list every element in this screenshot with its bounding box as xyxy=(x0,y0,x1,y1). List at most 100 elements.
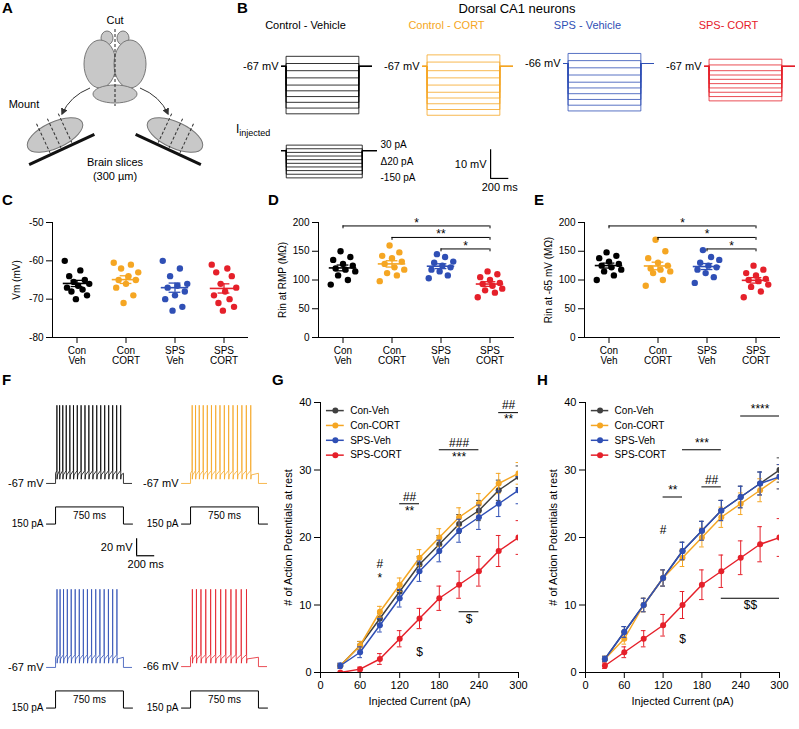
svg-text:30: 30 xyxy=(299,464,311,476)
svg-text:-67 mV: -67 mV xyxy=(243,60,279,72)
svg-text:100: 100 xyxy=(293,274,310,285)
svg-text:200: 200 xyxy=(559,217,576,228)
svg-text:*: * xyxy=(729,239,734,253)
svg-text:-66 mV: -66 mV xyxy=(525,57,561,69)
svg-text:750 ms: 750 ms xyxy=(73,510,106,521)
svg-text:200 ms: 200 ms xyxy=(482,181,519,193)
svg-text:750 ms: 750 ms xyxy=(73,694,106,705)
svg-text:300: 300 xyxy=(509,679,527,691)
svg-text:SPSVeh: SPSVeh xyxy=(431,345,451,366)
svg-text:-67 mV: -67 mV xyxy=(143,477,179,489)
svg-text:ConCORT: ConCORT xyxy=(378,345,406,366)
svg-text:SPS-Veh: SPS-Veh xyxy=(615,435,656,446)
svg-text:$$: $$ xyxy=(744,598,758,612)
svg-text:0: 0 xyxy=(305,666,311,678)
svg-text:20: 20 xyxy=(299,531,311,543)
svg-text:Rin at RMP (MΩ): Rin at RMP (MΩ) xyxy=(277,242,288,318)
svg-text:*: * xyxy=(705,227,710,241)
svg-text:-50: -50 xyxy=(29,217,44,228)
svg-text:150 pA: 150 pA xyxy=(12,518,44,529)
svg-text:-67 mV: -67 mV xyxy=(8,477,44,489)
svg-text:ConCORT: ConCORT xyxy=(112,345,140,366)
svg-text:Injected Current (pA): Injected Current (pA) xyxy=(631,695,733,707)
svg-text:ConVeh: ConVeh xyxy=(68,345,86,366)
svg-text:120: 120 xyxy=(654,679,672,691)
svg-text:0: 0 xyxy=(570,332,576,343)
svg-text:**: ** xyxy=(405,504,415,518)
svg-text:# of Action Potentials at rest: # of Action Potentials at rest xyxy=(282,469,294,605)
svg-text:Vm (mV): Vm (mV) xyxy=(11,260,22,299)
svg-text:-67 mV: -67 mV xyxy=(8,661,44,673)
svg-text:##: ## xyxy=(705,473,719,487)
svg-text:10: 10 xyxy=(564,599,576,611)
svg-text:Brain slices: Brain slices xyxy=(87,156,144,168)
svg-text:Con-CORT: Con-CORT xyxy=(615,420,665,431)
svg-text:-70: -70 xyxy=(29,293,44,304)
svg-text:$: $ xyxy=(466,612,473,626)
svg-text:SPSCORT: SPSCORT xyxy=(742,345,770,366)
svg-text:0: 0 xyxy=(582,679,588,691)
svg-text:200 ms: 200 ms xyxy=(128,558,165,570)
svg-text:**: ** xyxy=(668,483,678,497)
svg-text:60: 60 xyxy=(618,679,630,691)
svg-text:(300 µm): (300 µm) xyxy=(93,170,137,182)
svg-text:#: # xyxy=(660,523,667,537)
svg-text:# of Action Potentials at rest: # of Action Potentials at rest xyxy=(547,469,559,605)
svg-text:**: ** xyxy=(504,412,514,426)
svg-text:SPSVeh: SPSVeh xyxy=(165,345,185,366)
svg-text:20: 20 xyxy=(564,531,576,543)
svg-text:*: * xyxy=(680,216,685,230)
svg-text:*: * xyxy=(463,239,468,253)
svg-text:50: 50 xyxy=(564,303,576,314)
svg-text:Con-Veh: Con-Veh xyxy=(615,405,654,416)
svg-text:-67 mV: -67 mV xyxy=(384,60,420,72)
svg-text:#: # xyxy=(377,557,384,571)
svg-text:##: ## xyxy=(403,490,417,504)
svg-text:30 pA: 30 pA xyxy=(381,139,407,150)
svg-text:Con-CORT: Con-CORT xyxy=(350,420,400,431)
svg-text:*: * xyxy=(414,216,419,230)
svg-text:-67 mV: -67 mV xyxy=(666,60,702,72)
svg-text:300: 300 xyxy=(770,679,788,691)
svg-text:200: 200 xyxy=(293,217,310,228)
svg-text:0: 0 xyxy=(317,679,323,691)
svg-text:10 mV: 10 mV xyxy=(455,158,487,170)
svg-text:****: **** xyxy=(751,402,770,416)
svg-text:SPS-CORT: SPS-CORT xyxy=(615,449,667,460)
svg-text:240: 240 xyxy=(732,679,750,691)
svg-text:-80: -80 xyxy=(29,332,44,343)
svg-text:10: 10 xyxy=(299,599,311,611)
svg-text:$: $ xyxy=(679,632,686,646)
svg-text:150 pA: 150 pA xyxy=(147,518,179,529)
svg-text:-150 pA: -150 pA xyxy=(381,172,416,183)
svg-text:***: *** xyxy=(452,450,466,464)
svg-text:0: 0 xyxy=(304,332,310,343)
svg-text:**: ** xyxy=(436,227,446,241)
svg-text:Cut: Cut xyxy=(106,14,123,26)
svg-text:ConVeh: ConVeh xyxy=(334,345,352,366)
svg-text:***: *** xyxy=(695,436,709,450)
svg-text:SPSVeh: SPSVeh xyxy=(697,345,717,366)
svg-text:0: 0 xyxy=(570,666,576,678)
svg-text:ConCORT: ConCORT xyxy=(644,345,672,366)
svg-text:$: $ xyxy=(416,645,423,659)
svg-text:750 ms: 750 ms xyxy=(208,694,241,705)
svg-text:50: 50 xyxy=(298,303,310,314)
svg-text:Δ20 pA: Δ20 pA xyxy=(381,156,414,167)
svg-text:180: 180 xyxy=(430,679,448,691)
svg-text:150 pA: 150 pA xyxy=(12,702,44,713)
svg-text:40: 40 xyxy=(299,396,311,408)
svg-text:*: * xyxy=(378,571,383,585)
svg-text:ConVeh: ConVeh xyxy=(600,345,618,366)
svg-text:240: 240 xyxy=(470,679,488,691)
svg-text:180: 180 xyxy=(693,679,711,691)
svg-text:150 pA: 150 pA xyxy=(147,702,179,713)
svg-text:-60: -60 xyxy=(29,255,44,266)
svg-text:Mount: Mount xyxy=(9,98,40,110)
svg-text:Injected Current (pA): Injected Current (pA) xyxy=(368,695,470,707)
svg-text:Rin at -65 mV (MΩ): Rin at -65 mV (MΩ) xyxy=(543,237,554,323)
svg-text:SPSCORT: SPSCORT xyxy=(476,345,504,366)
svg-text:750 ms: 750 ms xyxy=(208,510,241,521)
svg-text:SPS-Veh: SPS-Veh xyxy=(350,435,391,446)
svg-text:150: 150 xyxy=(293,245,310,256)
